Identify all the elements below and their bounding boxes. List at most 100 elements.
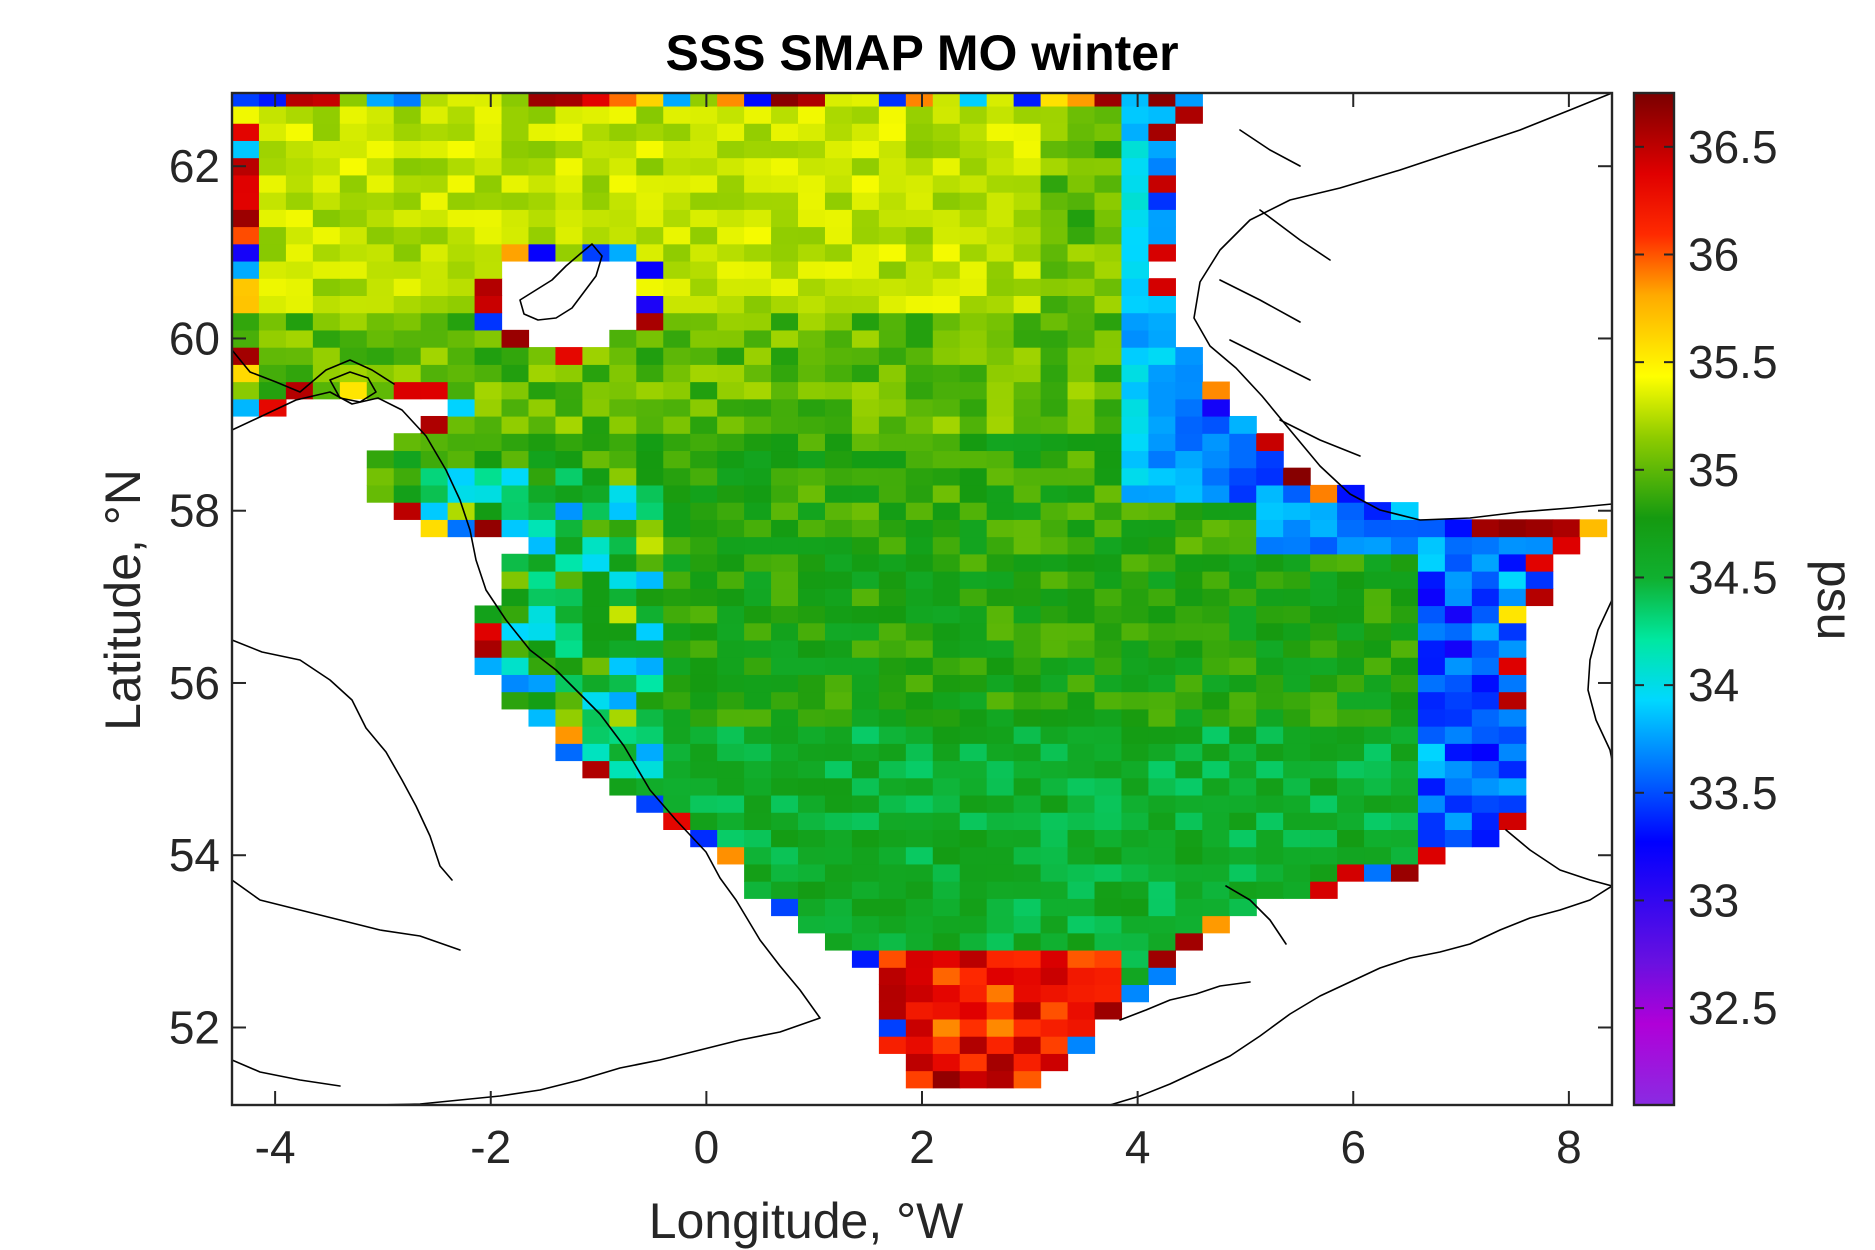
salinity-cell	[717, 312, 745, 331]
salinity-cell	[959, 278, 988, 296]
salinity-cell	[1175, 915, 1203, 934]
salinity-cell	[528, 657, 557, 675]
salinity-cell	[1121, 226, 1149, 245]
coastline-continent	[1109, 885, 1612, 1105]
salinity-cell	[1148, 329, 1176, 348]
salinity-cell	[771, 329, 799, 348]
salinity-cell	[447, 243, 476, 262]
salinity-cell	[636, 278, 664, 296]
salinity-cell	[824, 588, 853, 607]
salinity-cell	[232, 398, 260, 417]
colorbar-tick-label: 32.5	[1688, 982, 1778, 1034]
salinity-cell	[932, 1036, 961, 1054]
salinity-cell	[1013, 536, 1042, 555]
salinity-cell	[1229, 553, 1257, 572]
salinity-cell	[1390, 639, 1419, 658]
salinity-cell	[959, 1001, 988, 1020]
salinity-cell	[1256, 777, 1284, 796]
salinity-cell	[1013, 691, 1042, 710]
salinity-cell	[1067, 536, 1096, 555]
salinity-cell	[905, 863, 934, 882]
salinity-cell	[878, 93, 907, 107]
salinity-cell	[905, 536, 934, 555]
salinity-cell	[959, 157, 988, 176]
salinity-cell	[1175, 536, 1203, 555]
salinity-cell	[474, 140, 503, 159]
salinity-cell	[636, 536, 664, 555]
salinity-cell	[986, 639, 1015, 658]
salinity-cell	[1229, 605, 1257, 624]
salinity-cell	[744, 708, 772, 727]
salinity-cell	[932, 674, 961, 693]
salinity-cell	[582, 708, 610, 727]
salinity-cell	[851, 192, 880, 210]
salinity-cell	[1310, 794, 1338, 813]
salinity-cell	[1148, 433, 1176, 452]
salinity-cell	[393, 278, 422, 296]
salinity-cell	[744, 605, 772, 624]
salinity-cell	[932, 226, 961, 245]
salinity-cell	[1498, 605, 1527, 624]
salinity-cell	[285, 105, 314, 124]
salinity-cell	[1148, 467, 1176, 486]
salinity-cell	[636, 329, 664, 348]
salinity-cell	[1094, 381, 1123, 400]
salinity-cell	[1094, 622, 1123, 641]
salinity-cell	[851, 829, 880, 848]
salinity-cell	[905, 398, 934, 417]
salinity-cell	[501, 93, 530, 107]
salinity-cell	[1283, 622, 1311, 641]
salinity-cell	[905, 157, 934, 176]
salinity-cell	[878, 209, 907, 228]
salinity-cell	[1390, 794, 1419, 813]
salinity-cell	[851, 123, 880, 141]
salinity-cell	[932, 398, 961, 417]
salinity-cell	[393, 226, 422, 245]
salinity-cell	[771, 312, 799, 331]
salinity-cell	[1013, 347, 1042, 365]
salinity-cell	[636, 622, 664, 641]
salinity-cell	[717, 398, 745, 417]
salinity-cell	[1040, 691, 1069, 710]
salinity-cell	[1094, 450, 1123, 469]
salinity-cell	[285, 260, 314, 279]
salinity-cell	[420, 484, 449, 503]
salinity-cell	[232, 105, 260, 124]
salinity-cell	[636, 657, 664, 675]
salinity-cell	[1013, 433, 1042, 452]
salinity-cell	[1040, 1018, 1069, 1037]
salinity-cell	[717, 415, 745, 434]
salinity-cell	[1337, 639, 1365, 658]
salinity-cell	[932, 932, 961, 951]
salinity-cell	[1471, 519, 1500, 538]
salinity-cell	[1498, 691, 1527, 710]
salinity-cell	[1444, 588, 1473, 607]
salinity-cell	[798, 760, 826, 779]
salinity-cell	[1094, 93, 1123, 107]
salinity-cell	[1202, 760, 1230, 779]
salinity-cell	[717, 829, 745, 848]
salinity-cell	[1471, 760, 1500, 779]
salinity-cell	[1148, 140, 1176, 159]
salinity-cell	[717, 743, 745, 762]
salinity-cell	[636, 794, 664, 813]
salinity-cell	[636, 93, 664, 107]
salinity-cell	[258, 157, 287, 176]
salinity-cell	[1471, 691, 1500, 710]
salinity-cell	[1040, 502, 1069, 520]
salinity-cell	[1148, 898, 1176, 917]
salinity-cell	[1121, 295, 1149, 314]
salinity-cell	[959, 467, 988, 486]
salinity-cell	[312, 123, 341, 141]
salinity-cell	[555, 415, 583, 434]
salinity-cell	[1283, 812, 1311, 830]
salinity-cell	[501, 157, 530, 176]
salinity-cell	[905, 812, 934, 830]
salinity-cell	[824, 174, 853, 193]
salinity-cell	[1040, 932, 1069, 951]
salinity-cell	[1256, 846, 1284, 865]
salinity-cell	[959, 984, 988, 1003]
salinity-cell	[609, 777, 637, 796]
salinity-cell	[1310, 691, 1338, 710]
